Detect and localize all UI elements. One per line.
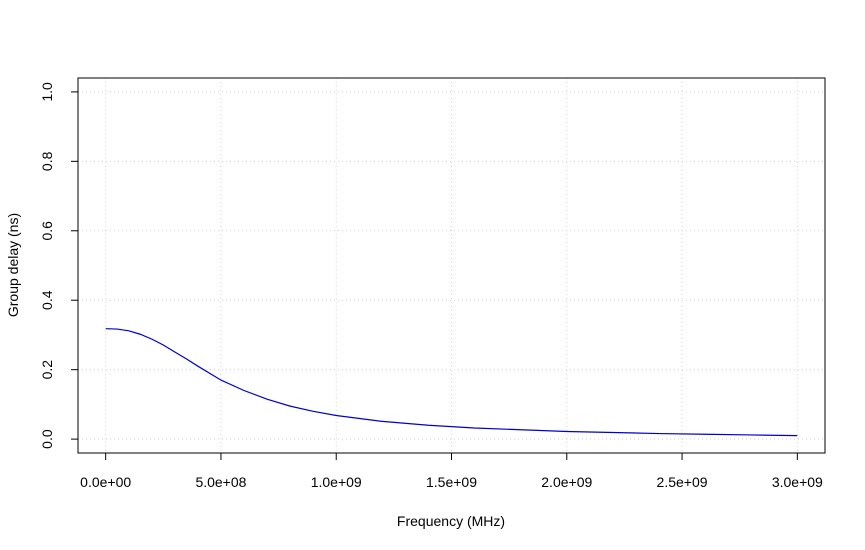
y-tick-label: 0.6 [39,221,55,241]
group-delay-line [105,328,798,437]
x-tick-label: 2.0e+09 [541,474,592,490]
y-tick-label: 0.2 [39,360,55,380]
x-tick-label: 5.0e+08 [195,474,246,490]
grid [78,78,825,453]
x-axis: 0.0e+00 5.0e+08 1.0e+09 1.5e+09 2.0e+09 2.5e+… [80,452,823,490]
y-axis-title: Group delay (ns) [5,213,21,317]
series-layer [105,328,798,437]
x-tick-label: 0.0e+00 [80,474,131,490]
x-axis-title: Frequency (MHz) [397,513,505,529]
x-tick-label: 3.0e+09 [772,474,823,490]
y-axis: 0.0 0.2 0.4 0.6 0.8 1.0 [39,82,79,449]
x-tick-label: 1.0e+09 [311,474,362,490]
x-tick-label: 1.5e+09 [426,474,477,490]
y-tick-label: 0.4 [39,290,55,310]
y-tick-label: 1.0 [39,82,55,102]
x-tick-label: 2.5e+09 [657,474,708,490]
y-tick-label: 0.8 [39,151,55,171]
y-tick-label: 0.0 [39,429,55,449]
